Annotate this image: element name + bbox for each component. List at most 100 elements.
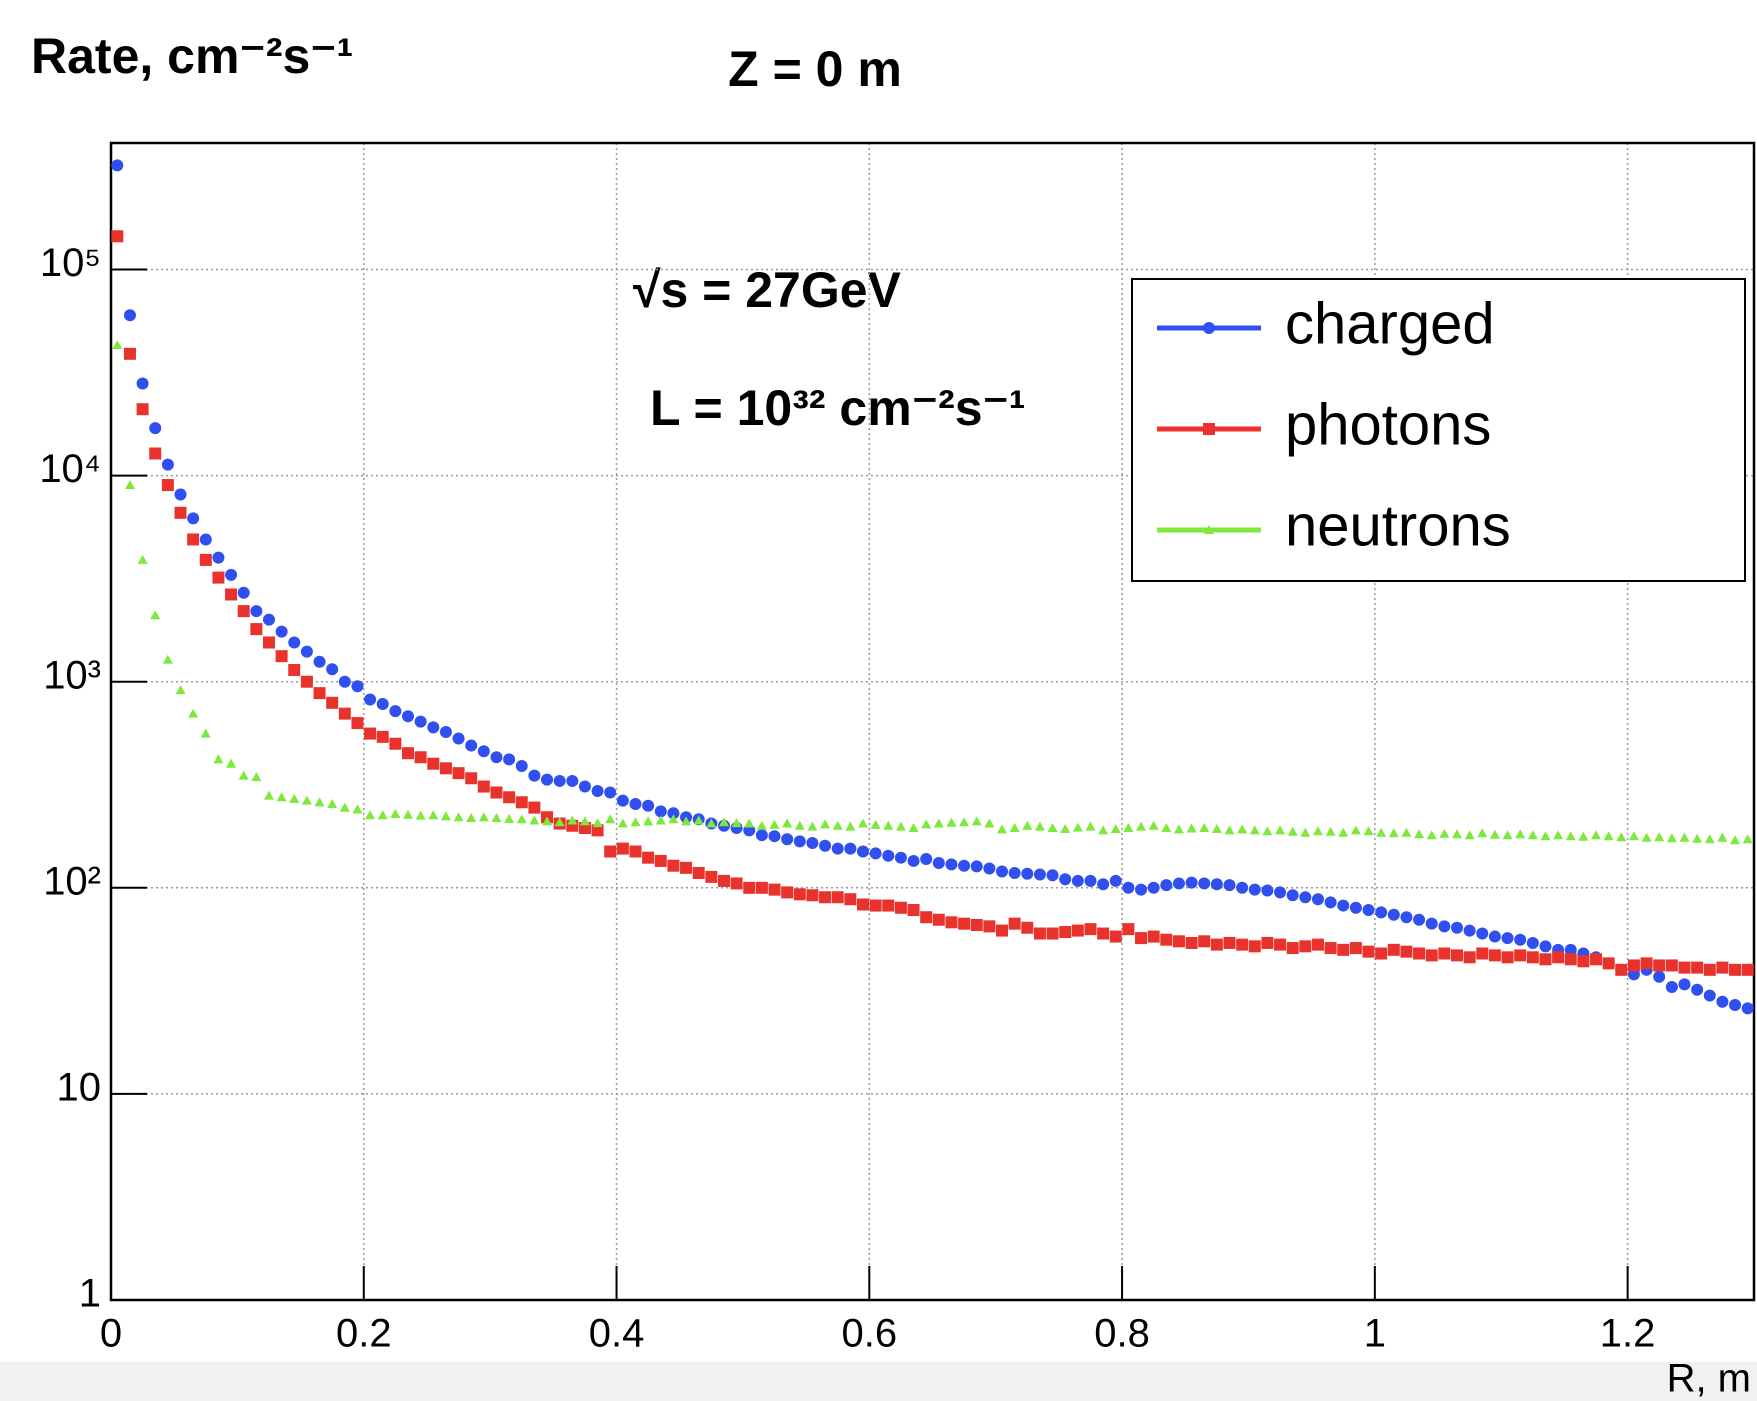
point	[794, 820, 805, 830]
point	[1678, 961, 1691, 974]
point	[1450, 921, 1463, 934]
point	[920, 911, 933, 924]
point	[1401, 827, 1412, 837]
legend-label: charged	[1285, 291, 1495, 356]
point	[428, 810, 439, 820]
point	[1527, 830, 1538, 840]
point	[1148, 820, 1159, 830]
point	[894, 851, 907, 864]
point	[123, 347, 136, 360]
point	[440, 811, 451, 821]
point	[831, 842, 844, 855]
point	[1476, 947, 1489, 960]
point	[1730, 835, 1741, 845]
point	[504, 813, 515, 823]
point	[237, 586, 250, 599]
point	[465, 739, 478, 752]
point	[149, 422, 162, 435]
point	[1376, 827, 1387, 837]
point	[768, 883, 781, 896]
point	[591, 784, 604, 797]
point	[781, 833, 794, 846]
point	[1324, 942, 1337, 955]
point	[756, 820, 767, 830]
point	[1275, 825, 1286, 835]
point	[477, 745, 490, 758]
point	[541, 773, 554, 786]
point	[262, 613, 275, 626]
point	[262, 636, 275, 649]
point	[996, 865, 1009, 878]
point	[439, 726, 452, 739]
point	[225, 568, 238, 581]
point	[1186, 823, 1197, 833]
point	[1084, 923, 1097, 936]
point	[782, 818, 793, 828]
point	[1463, 924, 1476, 937]
point	[1122, 923, 1135, 936]
point	[1311, 893, 1324, 906]
point	[1438, 947, 1451, 960]
point	[377, 810, 388, 820]
point	[1033, 927, 1046, 940]
point	[1526, 936, 1539, 949]
point	[832, 820, 843, 830]
point	[958, 859, 971, 872]
point	[1199, 823, 1210, 833]
point	[617, 818, 628, 828]
point	[592, 818, 603, 828]
point	[1450, 949, 1463, 962]
point	[895, 821, 906, 831]
point	[1704, 834, 1715, 844]
point	[1311, 938, 1324, 951]
chart-subtitle: Z = 0 m	[728, 41, 902, 97]
point	[301, 795, 312, 805]
point	[1439, 828, 1450, 838]
chart-title: Rate, cm⁻²s⁻¹	[31, 28, 353, 84]
point	[1539, 940, 1552, 953]
point	[1325, 826, 1336, 836]
point	[136, 403, 149, 416]
point	[364, 693, 377, 706]
point	[288, 663, 301, 676]
point	[326, 696, 339, 709]
point	[1375, 947, 1388, 960]
point	[1299, 940, 1312, 953]
point	[882, 849, 895, 862]
point	[1135, 932, 1148, 945]
point	[1185, 876, 1198, 889]
point	[1717, 832, 1728, 842]
point	[1224, 825, 1235, 835]
point	[237, 605, 250, 618]
point	[465, 772, 478, 785]
point	[730, 877, 743, 890]
point	[1716, 961, 1729, 974]
point	[402, 747, 415, 760]
point	[1665, 981, 1678, 994]
point	[907, 904, 920, 917]
y-tick-label: 10	[57, 1065, 102, 1109]
point	[705, 870, 718, 883]
point	[642, 799, 655, 812]
point	[1603, 831, 1614, 841]
point	[313, 655, 326, 668]
point	[1236, 938, 1249, 951]
point	[1602, 957, 1615, 970]
point	[1274, 938, 1287, 951]
point	[1022, 820, 1033, 830]
point	[945, 858, 958, 871]
annotation: √s = 27GeV	[633, 262, 902, 318]
point	[932, 913, 945, 926]
point	[174, 488, 187, 501]
point	[605, 814, 616, 824]
point	[1488, 949, 1501, 962]
point	[1678, 978, 1691, 991]
bottom-strip	[0, 1362, 1757, 1401]
point	[478, 812, 489, 822]
point	[1211, 823, 1222, 833]
point	[768, 830, 781, 843]
point	[1033, 868, 1046, 881]
point	[1665, 959, 1678, 972]
point	[932, 856, 945, 869]
point	[212, 551, 225, 564]
